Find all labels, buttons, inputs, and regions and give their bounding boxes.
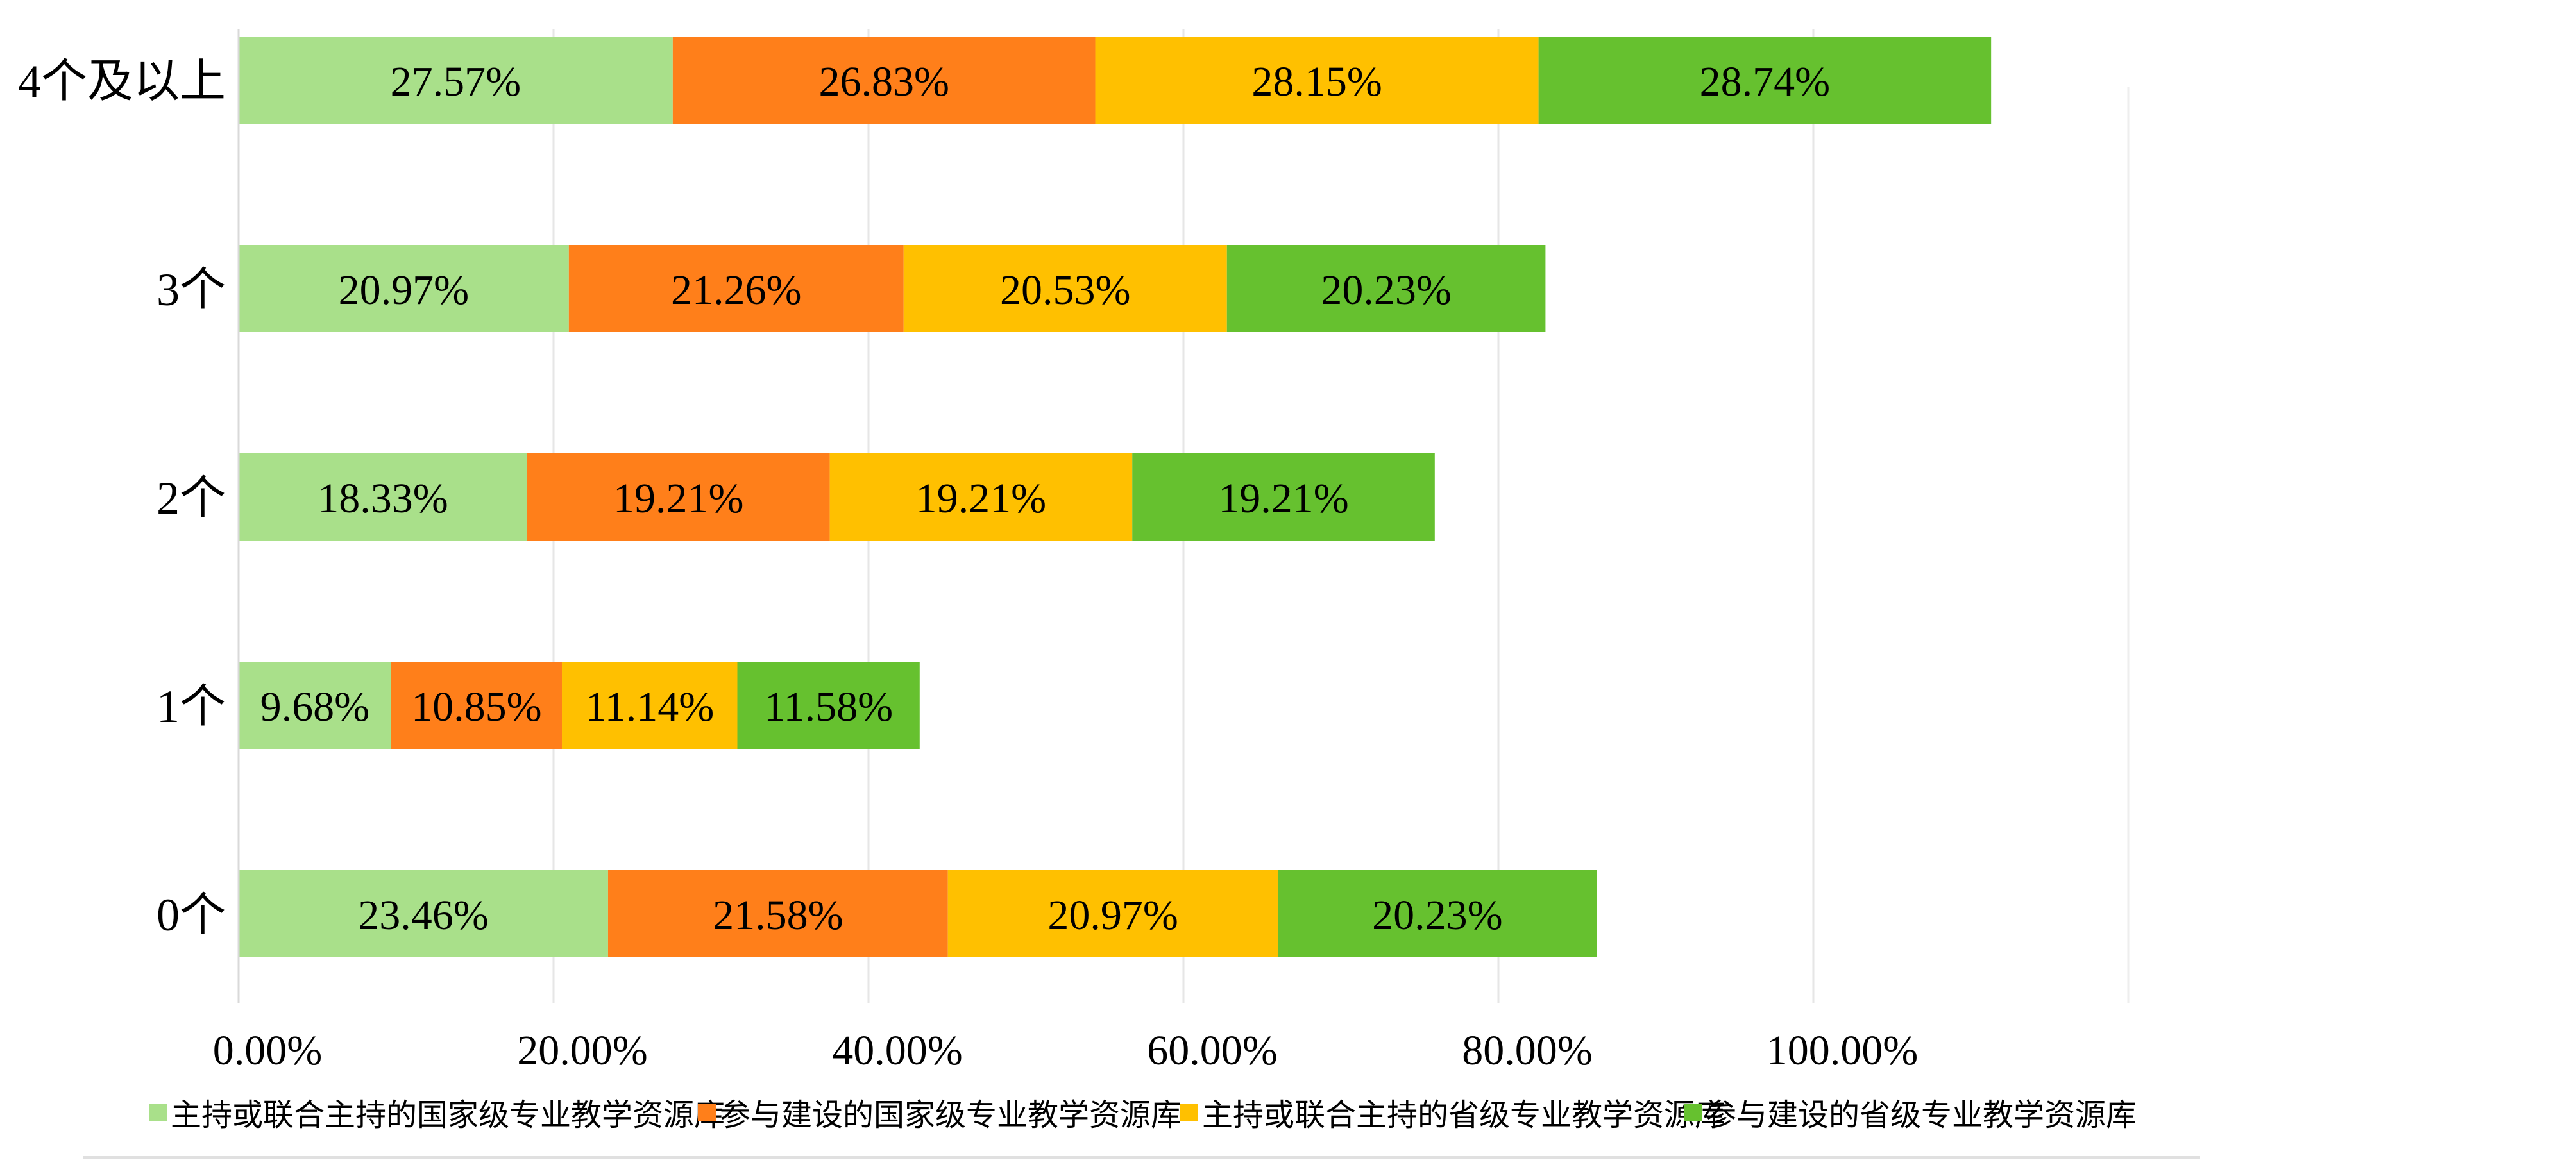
data-label: 20.23% [1321, 267, 1451, 314]
bar-1-series-1 [239, 662, 391, 749]
bar-1-series-3 [562, 662, 738, 749]
legend-label: 主持或联合主持的省级专业教学资源库 [1202, 1098, 1725, 1132]
data-label: 11.58% [764, 684, 893, 730]
bar-2-series-4 [1132, 453, 1435, 541]
data-label: 9.68% [260, 684, 369, 730]
bar-3-series-4 [1226, 245, 1546, 332]
bar-3-series-1 [239, 245, 569, 332]
x-tick-label: 20.00% [517, 1027, 647, 1074]
data-label: 18.33% [318, 475, 448, 522]
bar-0-series-2 [607, 870, 948, 957]
category-label: 1个 [157, 681, 226, 732]
data-label: 19.21% [916, 475, 1046, 522]
category-label: 2个 [157, 473, 226, 524]
bar-2-series-3 [829, 453, 1133, 541]
bar-1-series-2 [391, 662, 563, 749]
bar-4-series-1 [239, 37, 673, 124]
data-label: 23.46% [358, 892, 488, 939]
legend-label: 参与建设的省级专业教学资源库 [1706, 1098, 2137, 1132]
legend-label: 参与建设的国家级专业教学资源库 [720, 1098, 1182, 1132]
legend-swatch [1180, 1104, 1198, 1121]
bar-0-series-4 [1278, 870, 1597, 957]
bar-4-series-2 [672, 37, 1096, 124]
data-label: 21.26% [671, 267, 801, 314]
category-label: 4个及以上 [18, 56, 226, 107]
data-label: 28.15% [1251, 58, 1382, 105]
legend-swatch [149, 1104, 167, 1121]
data-label: 20.97% [339, 267, 469, 314]
x-tick-label: 60.00% [1147, 1027, 1277, 1074]
data-label: 21.58% [713, 892, 843, 939]
bar-4-series-3 [1095, 37, 1539, 124]
bars [239, 37, 1992, 957]
bar-1-series-4 [737, 662, 920, 749]
data-label: 20.53% [1000, 267, 1130, 314]
category-label: 3个 [157, 264, 226, 315]
data-label: 10.85% [411, 684, 541, 730]
data-label: 26.83% [818, 58, 949, 105]
bar-2-series-2 [527, 453, 830, 541]
bar-0-series-3 [947, 870, 1278, 957]
legend-swatch [698, 1104, 716, 1121]
x-tick-label: 100.00% [1767, 1027, 1918, 1074]
x-tick-label: 80.00% [1462, 1027, 1592, 1074]
data-label: 19.21% [1218, 475, 1348, 522]
bar-2-series-1 [239, 453, 528, 541]
data-label: 20.97% [1047, 892, 1178, 939]
data-label: 19.21% [613, 475, 743, 522]
bar-4-series-4 [1538, 37, 1992, 124]
data-label: 11.14% [585, 684, 714, 730]
legend-label: 主持或联合主持的国家级专业教学资源库 [171, 1098, 725, 1132]
data-label: 28.74% [1700, 58, 1830, 105]
category-label: 0个 [157, 889, 226, 941]
data-label: 27.57% [391, 58, 521, 105]
x-tick-label: 0.00% [213, 1027, 322, 1074]
axes: 0.00% 20.00% 40.00% 60.00% 80.00% 100.00% 0个 1个… [18, 29, 1918, 1074]
bar-0-series-1 [239, 870, 608, 957]
bar-3-series-2 [568, 245, 904, 332]
data-label: 20.23% [1372, 892, 1502, 939]
bar-3-series-3 [903, 245, 1227, 332]
legend-swatch [1684, 1104, 1702, 1121]
x-tick-label: 40.00% [832, 1027, 962, 1074]
data-labels: 23.46% 21.58% 20.97% 20.23% 9.68% 10.85% 11.14… [260, 58, 1831, 939]
